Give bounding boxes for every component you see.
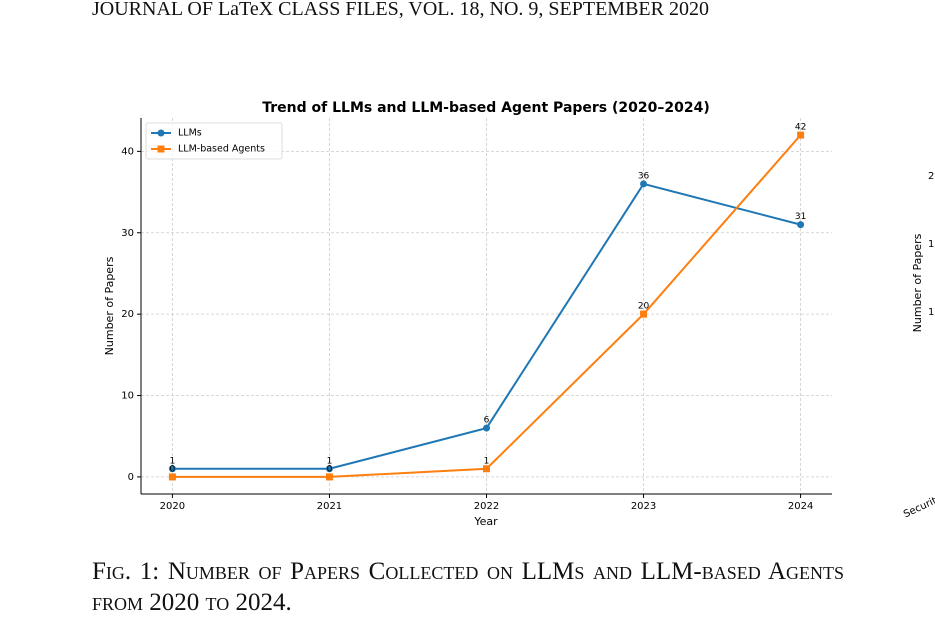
y-tick-label: 0 — [128, 472, 134, 483]
data-label: 1 — [327, 456, 333, 466]
data-label: 20 — [638, 302, 650, 312]
marker — [325, 473, 333, 481]
x-tick-label: 2022 — [474, 501, 499, 512]
figure-caption: Fig. 1: Number of Papers Collected on LL… — [92, 558, 844, 616]
marker — [797, 131, 805, 139]
data-label: 31 — [795, 212, 806, 222]
y-tick-label: 10 — [121, 391, 134, 402]
marker — [640, 180, 648, 188]
y-tick-label: 20 — [121, 309, 134, 320]
data-label: 42 — [795, 123, 806, 133]
x-tick-label: 2020 — [160, 501, 185, 512]
data-label: 36 — [638, 171, 650, 181]
marker — [640, 310, 648, 318]
y-tick-label: 40 — [121, 146, 134, 157]
marker — [483, 465, 490, 473]
data-label: 1 — [484, 456, 490, 466]
x-tick-label: 2024 — [788, 501, 813, 512]
side-tick-label: 1 — [928, 239, 934, 250]
x-tick-label: 2021 — [317, 501, 342, 512]
data-label: 0 — [170, 464, 176, 474]
side-tick-label: 1 — [928, 307, 934, 318]
marker — [483, 424, 490, 432]
legend-marker — [157, 145, 165, 153]
marker — [325, 465, 333, 473]
marker — [168, 465, 176, 473]
chart: Trend of LLMs and LLM-based Agent Papers… — [103, 100, 935, 528]
legend: LLMs LLM-based Agents — [145, 122, 283, 160]
chart-title: Trend of LLMs and LLM-based Agent Papers… — [262, 100, 710, 116]
x-tick-label: 2023 — [631, 501, 656, 512]
legend-label: LLMs — [178, 128, 202, 139]
legend-label: LLM-based Agents — [178, 144, 265, 155]
side-x-tick-label: Securit — [902, 495, 935, 520]
data-label: 6 — [484, 416, 490, 426]
x-axis-label: Year — [473, 515, 498, 528]
legend-frame — [145, 122, 283, 160]
data-label: 1 — [170, 456, 176, 466]
y-axis-label: Number of Papers — [103, 256, 116, 355]
side-y-label: Number of Papers — [911, 233, 924, 332]
running-header: JOURNAL OF LaTeX CLASS FILES, VOL. 18, N… — [92, 0, 709, 20]
legend-marker — [157, 129, 165, 137]
side-tick-label: 2 — [928, 171, 934, 182]
data-label: 0 — [327, 464, 333, 474]
marker — [168, 473, 176, 481]
y-tick-label: 30 — [121, 228, 134, 239]
marker — [797, 221, 805, 229]
